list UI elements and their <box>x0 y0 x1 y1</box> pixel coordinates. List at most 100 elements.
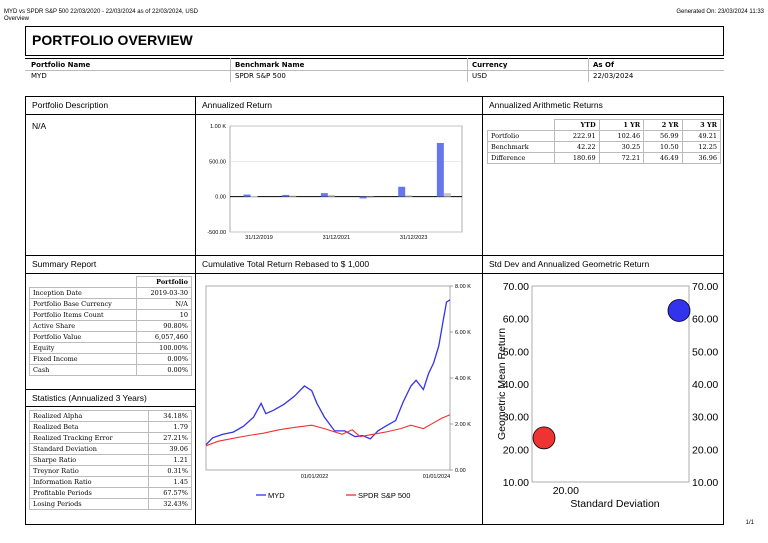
row-label: Inception Date <box>29 287 137 299</box>
summary-panel: Summary Report Portfolio Inception Date 2… <box>25 255 196 525</box>
table-row: Inception Date 2019-03-30 <box>29 287 193 299</box>
currency-value: USD <box>472 72 487 80</box>
y-tick-label-right: 20.00 <box>692 444 718 456</box>
table-cell: 6,057,460 <box>135 331 193 343</box>
cumulative-return-chart: 8.00 K 6.00 K 4.00 K 2.00 K 0.00 01/01/2022 0… <box>205 284 471 500</box>
currency-label: Currency <box>472 61 508 69</box>
table-cell: 90.80% <box>135 320 193 332</box>
plot-frame <box>229 125 463 233</box>
y-tick-label-left: 20.00 <box>503 444 529 456</box>
table-cell: 1.45 <box>147 476 192 488</box>
bar <box>366 196 374 199</box>
portfolio-point <box>667 299 691 322</box>
annualized-return-title: Annualized Return <box>196 97 482 115</box>
col-header: 1 YR <box>598 119 645 131</box>
generated-on: Generated On: 23/03/2024 11:33 <box>676 9 764 15</box>
table-row: Sharpe Ratio 1.21 <box>29 454 192 466</box>
legend-label: SPDR S&P 500 <box>358 491 410 500</box>
table-row: Active Share 90.80% <box>29 320 193 332</box>
cumulative-return-panel: Cumulative Total Return Rebased to $ 1,0… <box>195 255 483 525</box>
row-label: Portfolio Base Currency <box>29 298 137 310</box>
row-label: Portfolio Items Count <box>29 309 137 321</box>
table-cell: 56.99 <box>643 130 683 142</box>
col-header: 2 YR <box>643 119 683 131</box>
benchmark-name-label: Benchmark Name <box>235 61 305 69</box>
x-tick-label: 31/12/2019 <box>245 235 273 241</box>
table-cell: 36.96 <box>681 152 722 164</box>
table-cell: 10 <box>135 309 193 321</box>
table-row: Realized Tracking Error 27.21% <box>29 432 192 444</box>
table-cell: 102.46 <box>598 130 645 142</box>
x-axis-label: Standard Deviation <box>570 498 659 510</box>
y-axis-label: Geometric Mean Return <box>496 328 508 440</box>
table-cell: 100.00% <box>135 342 193 354</box>
stddev-panel: Std Dev and Annualized Geometric Return … <box>482 255 724 525</box>
table-cell: 46.49 <box>643 152 683 164</box>
y-tick-label: 1.00 K <box>210 124 226 130</box>
description-panel: Portfolio Description N/A <box>25 96 196 256</box>
table-row: Benchmark 42.22 30.25 10.50 12.25 <box>486 141 722 153</box>
y-tick-label-left: 50.00 <box>503 346 529 358</box>
table-cell: 1.79 <box>147 421 192 433</box>
report-title: MYD vs SPDR S&P 500 22/03/2020 - 22/03/2… <box>4 9 199 15</box>
annualized-return-chart: 1.00 K 500.00 0.00 -500.00 31/12/2019 31/12/… <box>207 124 463 241</box>
col-header: YTD <box>554 119 600 131</box>
as-of-value: 22/03/2024 <box>593 72 634 80</box>
y-tick-label: -500.00 <box>207 230 226 236</box>
arithmetic-returns-title: Annualized Arithmetic Returns <box>483 97 723 115</box>
row-label: Treynor Ratio <box>29 465 149 477</box>
bar <box>282 194 290 197</box>
plot-frame <box>531 285 690 483</box>
table-row: Portfolio Value 6,057,460 <box>29 331 193 343</box>
y-tick-label-right: 10.00 <box>692 477 718 489</box>
table-cell: 72.21 <box>598 152 645 164</box>
table-row: Realized Alpha 34.18% <box>29 410 192 422</box>
table-row: Losing Periods 32.43% <box>29 498 192 510</box>
row-label: Cash <box>29 364 137 376</box>
legend-label: MYD <box>268 491 285 500</box>
row-label: Benchmark <box>486 141 556 153</box>
page-title: PORTFOLIO OVERVIEW <box>32 32 193 48</box>
row-label: Realized Tracking Error <box>29 432 149 444</box>
table-cell: 10.50 <box>643 141 683 153</box>
table-row: Equity 100.00% <box>29 342 193 354</box>
table-cell: 42.22 <box>554 141 600 153</box>
bar <box>436 142 444 197</box>
table-row: Fixed Income 0.00% <box>29 353 193 365</box>
page-number: 1/1 <box>745 520 754 526</box>
table-cell: 2019-03-30 <box>135 287 193 299</box>
as-of-label: As Of <box>593 61 615 69</box>
table-cell: 30.25 <box>598 141 645 153</box>
row-label: Fixed Income <box>29 353 137 365</box>
table-cell: 1.21 <box>147 454 192 466</box>
y-tick-label: 8.00 K <box>455 284 471 290</box>
plot-frame <box>205 285 451 471</box>
row-label: Portfolio <box>486 130 556 142</box>
benchmark-point <box>532 426 556 450</box>
table-cell: 49.21 <box>681 130 722 142</box>
x-tick-label: 20.00 <box>553 485 579 497</box>
table-cell: 34.18% <box>147 410 192 422</box>
col-header: 3 YR <box>681 119 722 131</box>
stats-title: Statistics (Annualized 3 Years) <box>26 389 195 407</box>
bar <box>443 193 451 197</box>
table-header-row: YTD 1 YR 2 YR 3 YR <box>487 119 722 131</box>
row-label: Equity <box>29 342 137 354</box>
y-tick-label: 500.00 <box>209 159 226 165</box>
stats-table: Realized Alpha 34.18% Realized Beta 1.79 R… <box>29 410 192 510</box>
x-tick-label: 31/12/2021 <box>323 235 351 241</box>
y-tick-label-right: 70.00 <box>692 281 718 293</box>
header-info-table: Portfolio Name MYD Benchmark Name SPDR S… <box>25 58 724 84</box>
stddev-title: Std Dev and Annualized Geometric Return <box>483 256 723 274</box>
y-tick-label: 0.00 <box>455 468 466 474</box>
table-row: Difference 180.69 72.21 46.49 36.96 <box>486 152 722 164</box>
bar <box>250 195 258 197</box>
bar <box>359 196 367 199</box>
spdr-line <box>205 414 451 447</box>
row-label: Standard Deviation <box>29 443 149 455</box>
annualized-return-panel: Annualized Return 1.00 K 500.00 0.00 -500.0… <box>195 96 483 256</box>
arithmetic-returns-table: YTD 1 YR 2 YR 3 YR Portfolio 222.91 102.… <box>486 119 722 164</box>
table-cell: 0.00% <box>135 353 193 365</box>
arithmetic-returns-panel: Annualized Arithmetic Returns YTD 1 YR 2… <box>482 96 724 256</box>
table-row: Realized Beta 1.79 <box>29 421 192 433</box>
